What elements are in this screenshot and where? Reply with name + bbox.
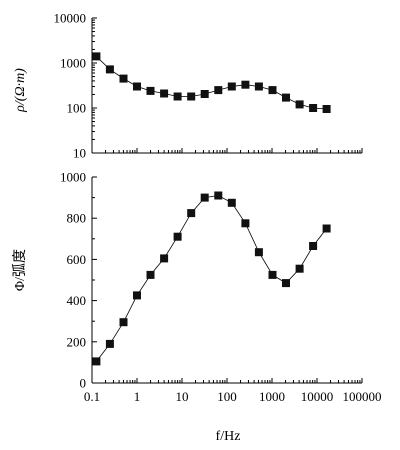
resistivity-panel: 10000 1000 100 10 [54,11,363,161]
resistivity-data-point [133,82,141,91]
resistivity-data-point [200,90,209,98]
resistivity-data-point [309,104,318,112]
resistivity-y-tick-label: 10000 [54,11,87,26]
phase-data-point [241,219,250,228]
phase-panel: 1000 800 600 400 200 00.1 1 10 100 1000 10000 10000… [60,170,382,405]
resistivity-data-point [146,86,155,95]
resistivity-data-point [105,65,114,74]
phase-y-tick-label: 200 [67,334,87,349]
phase-data-point [295,264,304,273]
phase-x-tick-label: 100 [217,389,237,404]
frequency-axis-label: f/Hz [216,429,241,444]
phase-x-tick-label: 10 [176,389,189,404]
resistivity-y-tick-label: 100 [67,101,87,116]
resistivity-data-point [187,92,196,101]
phase-data-point [254,248,263,257]
resistivity-data-point [119,74,128,83]
phase-data-point [119,318,128,327]
phase-data-point [227,198,236,207]
phase-x-tick-label: 0.1 [84,389,100,404]
phase-data-point [282,279,290,288]
phase-x-tick-label: 100000 [343,389,382,404]
phase-y-tick-label: 800 [67,211,87,226]
phase-y-tick-label: 400 [67,293,87,308]
resistivity-data-point [295,100,304,109]
resistivity-data-point [173,92,182,101]
resistivity-axis-label: ρ/(Ω·m) [13,68,28,113]
resistivity-data-point [214,86,223,95]
phase-x-tick-label: 10000 [301,389,334,404]
resistivity-y-tick-label: 10 [73,146,86,161]
phase-data-point [105,339,114,348]
resistivity-data-point [282,93,290,102]
phase-series-line [96,195,327,362]
phase-data-point [214,191,223,200]
phase-y-tick-label: 600 [67,252,87,267]
phase-data-point [133,291,141,300]
resistivity-series-line [96,56,327,110]
phase-data-point [322,224,331,233]
resistivity-data-point [241,80,250,89]
phase-axis-label: Φ/弧度 [12,249,28,291]
phase-data-point [200,193,209,202]
resistivity-data-point [92,52,101,61]
resistivity-data-point [268,86,277,95]
phase-data-point [309,242,318,250]
phase-data-point [187,209,196,218]
resistivity-y-tick-label: 1000 [60,56,86,71]
phase-data-point [173,232,182,241]
resistivity-data-point [160,89,169,98]
phase-y-tick-label: 1000 [60,170,86,185]
phase-data-point [268,270,277,279]
resistivity-data-point [227,82,236,91]
resistivity-data-point [254,82,263,91]
phase-y-tick-label: 0 [80,376,87,391]
phase-x-tick-label: 1 [134,389,141,404]
resistivity-data-point [322,105,331,113]
phase-data-point [146,270,155,279]
phase-data-point [160,254,169,263]
phase-data-point [92,357,101,366]
phase-x-tick-label: 1000 [259,389,285,404]
